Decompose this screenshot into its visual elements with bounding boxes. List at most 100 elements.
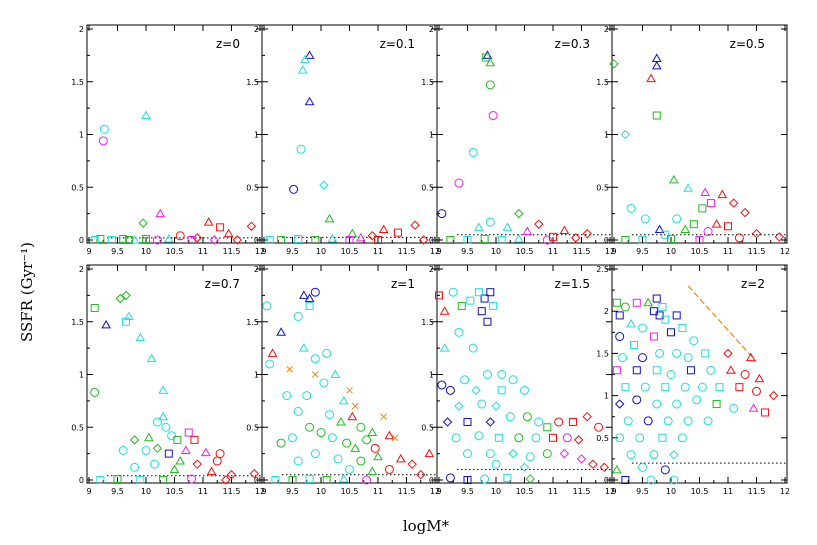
data-point-triangle [327, 233, 338, 243]
data-point-square [649, 307, 658, 316]
data-point-triangle [502, 222, 513, 231]
data-point-circle [706, 365, 716, 375]
data-point-triangle [646, 73, 656, 83]
data-point-square [712, 400, 721, 409]
data-point-circle [445, 385, 455, 395]
data-point-square [122, 317, 131, 326]
data-point-square [667, 234, 675, 243]
data-point-circle [740, 370, 750, 379]
data-point-circle [316, 428, 326, 438]
y-axis-title: SSFR (Gyr⁻¹) [18, 242, 36, 342]
data-point-square [549, 433, 557, 442]
x-tick-label: 10.5 [691, 247, 709, 256]
data-point-circle [594, 422, 604, 432]
data-point-triangle [163, 233, 174, 243]
data-point-circle [167, 431, 177, 441]
data-point-circle [638, 462, 647, 472]
redshift-label: z=0.1 [380, 37, 415, 51]
data-point-circle [445, 473, 455, 483]
data-point-circle [362, 475, 372, 485]
x-tick-label: 9.5 [636, 247, 649, 256]
data-point-square [107, 236, 116, 244]
data-point-square [486, 288, 495, 297]
data-point-square [457, 301, 466, 310]
data-point-diamond [232, 235, 242, 245]
data-point-diamond [454, 401, 464, 411]
data-point-square [271, 476, 280, 484]
data-point-triangle [141, 110, 151, 120]
data-point-triangle [101, 319, 111, 329]
y-tick-label: 1 [79, 131, 84, 140]
data-point-triangle [300, 54, 310, 64]
y-tick-label: 2 [79, 265, 84, 274]
data-point-circle [356, 456, 366, 466]
data-point-square [735, 383, 744, 392]
data-point-diamond [582, 228, 592, 239]
data-point-circle [215, 449, 225, 459]
data-point-triangle [203, 217, 214, 226]
data-point-triangle [200, 447, 211, 457]
data-point-circle [302, 391, 312, 401]
x-tick-label: 10 [666, 247, 676, 256]
data-point-diamond [514, 208, 524, 219]
data-point-circle [640, 214, 650, 224]
x-tick-label: 9 [261, 487, 266, 496]
y-tick-label: 0.5 [421, 423, 434, 432]
data-point-circle [677, 433, 687, 443]
data-point-diamond [559, 448, 570, 459]
data-point-square [463, 476, 472, 484]
data-point-square [113, 474, 122, 483]
x-tick-label: 11.5 [748, 247, 766, 256]
data-point-circle [542, 449, 552, 459]
data-point-circle [454, 178, 464, 188]
data-point-circle [187, 474, 197, 484]
data-point-diamond [768, 390, 779, 401]
data-point-triangle [513, 233, 524, 243]
data-point-square [435, 291, 443, 300]
data-point-square [477, 307, 486, 316]
data-point-diamond [410, 220, 420, 230]
x-tick-label: 11 [198, 247, 208, 256]
data-point-circle [649, 450, 659, 460]
data-point-triangle [356, 232, 366, 242]
y-tick-label: 2 [429, 265, 434, 274]
data-point-diamond [407, 459, 417, 469]
x-tick-label: 9 [611, 247, 616, 256]
data-point-circle [118, 445, 128, 455]
y-tick-label: 0 [254, 236, 259, 245]
data-point-circle [319, 378, 329, 388]
data-point-square [90, 236, 99, 244]
y-tick-label: 1.5 [421, 318, 434, 327]
data-point-square [481, 53, 490, 62]
data-point-triangle [158, 385, 168, 394]
data-point-diamond [620, 129, 631, 140]
data-point-square [96, 476, 105, 484]
data-point-circle [652, 399, 662, 409]
data-point-diamond [582, 411, 592, 422]
data-point-square [190, 435, 199, 444]
y-tick-label: 0.5 [596, 434, 609, 443]
data-point-diamond [669, 449, 679, 460]
data-point-square [667, 328, 675, 337]
data-point-circle [626, 450, 636, 460]
data-point-cross [346, 386, 353, 394]
data-point-square [294, 234, 303, 243]
y-tick-label: 1.5 [596, 78, 609, 87]
data-point-triangle [155, 208, 166, 218]
data-point-triangle [522, 226, 533, 236]
x-tick-label: 10 [666, 487, 676, 496]
x-tick-label: 9.5 [111, 247, 124, 256]
data-point-diamond [751, 228, 762, 239]
data-point-circle [482, 370, 492, 379]
data-point-diamond [221, 475, 231, 485]
data-point-square [549, 232, 557, 241]
data-point-triangle [347, 411, 358, 421]
x-tick-label: 12 [255, 247, 265, 256]
data-point-circle [703, 416, 713, 426]
data-point-circle [333, 454, 343, 464]
data-point-triangle [324, 213, 335, 223]
panel-frame [261, 24, 438, 244]
panel-frame [611, 24, 788, 244]
